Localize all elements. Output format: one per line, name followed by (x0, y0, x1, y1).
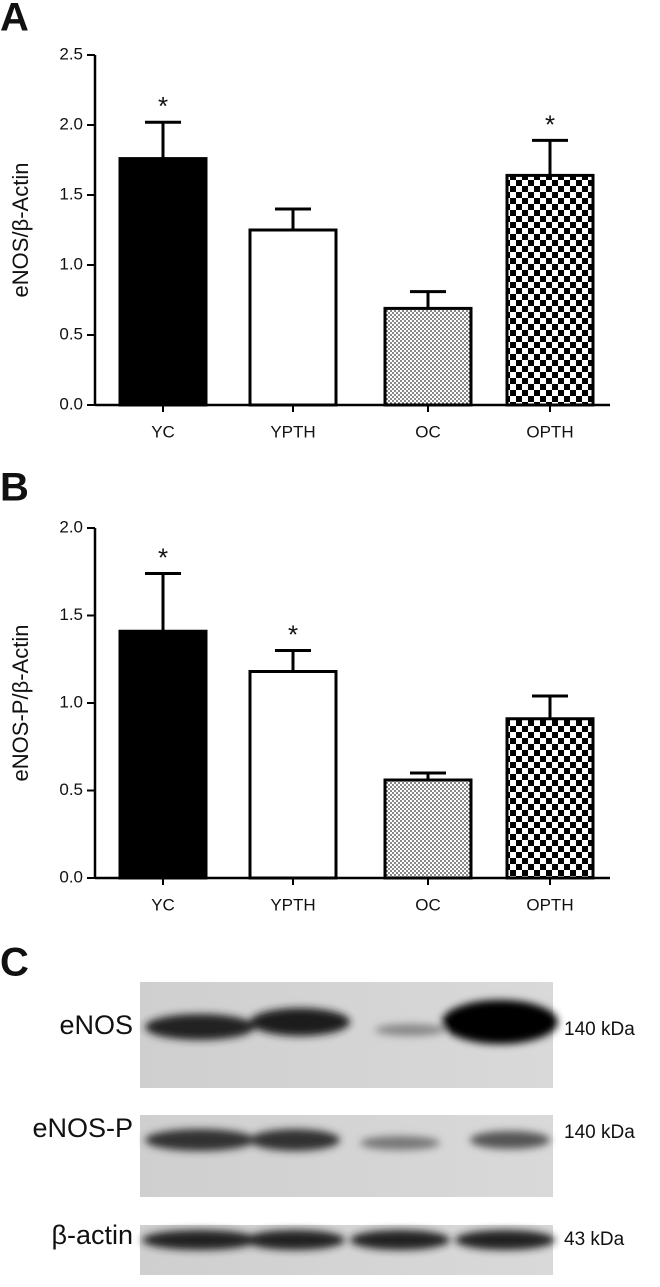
y-tick-label: 0.5 (59, 324, 83, 343)
molecular-weight: 43 kDa (564, 1229, 625, 1250)
y-tick-label: 2.5 (59, 44, 83, 63)
y-tick-label: 2.0 (59, 114, 83, 133)
x-tick-label: YPTH (270, 895, 315, 914)
x-tick-label: OC (415, 895, 441, 914)
y-tick-label: 0.0 (59, 867, 83, 886)
y-tick-label: 1.5 (59, 184, 83, 203)
panel-letter: C (0, 941, 29, 985)
x-tick-label: YC (151, 895, 175, 914)
x-tick-label: YC (151, 422, 175, 441)
significance-mark: * (158, 91, 168, 121)
molecular-weight: 140 kDa (564, 1122, 635, 1143)
significance-mark: * (288, 619, 298, 649)
panel-letter: A (0, 0, 29, 40)
y-tick-label: 1.0 (59, 692, 83, 711)
significance-mark: * (158, 542, 168, 572)
blot-label: eNOS-P (32, 1113, 133, 1143)
y-tick-label: 1.0 (59, 254, 83, 273)
x-tick-label: OPTH (526, 422, 573, 441)
blot-label: β-actin (51, 1220, 133, 1250)
blot-membrane (140, 1115, 553, 1197)
significance-mark: * (545, 109, 555, 139)
blot-bands (142, 1000, 558, 1250)
y-tick-label: 1.5 (59, 605, 83, 624)
y-tick-label: 0.5 (59, 780, 83, 799)
bar (383, 306, 473, 407)
bar (505, 717, 595, 880)
bar (248, 228, 338, 407)
x-tick-label: OPTH (526, 895, 573, 914)
y-axis-label: eNOS/β-Actin (8, 163, 33, 298)
y-tick-label: 2.0 (59, 517, 83, 536)
x-tick-label: YPTH (270, 422, 315, 441)
y-tick-label: 0.0 (59, 394, 83, 413)
bar (505, 173, 595, 407)
x-tick-label: OC (415, 422, 441, 441)
bar (248, 670, 338, 880)
blot-label: eNOS (59, 1010, 133, 1040)
panel-letter: B (0, 466, 29, 510)
y-axis-label: eNOS-P/β-Actin (8, 625, 33, 782)
molecular-weight: 140 kDa (564, 1019, 635, 1040)
bar (383, 778, 473, 880)
bar (118, 157, 208, 407)
bar (118, 629, 208, 880)
